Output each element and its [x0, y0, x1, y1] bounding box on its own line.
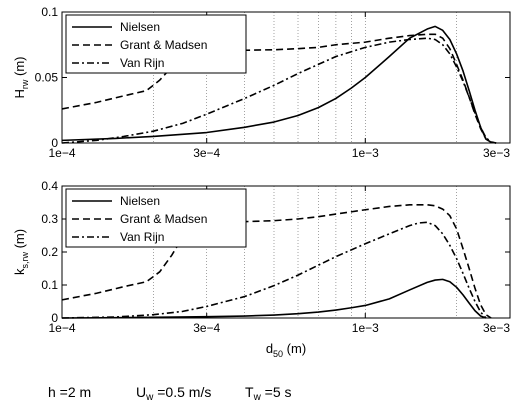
y-axis-label-top: Hrw (m): [12, 57, 30, 99]
x-tick-label-top: 1e−4: [48, 146, 75, 160]
y-tick-label-top: 0.05: [35, 71, 59, 85]
axis-ticks-top: [61, 11, 511, 144]
x-tick-label-bottom: 1e−4: [48, 321, 75, 335]
legend-bottom: Nielsen Grant & Madsen Van Rijn: [65, 188, 247, 248]
y-tick-label-bottom: 0.4: [41, 179, 58, 193]
tick-labels-top: 1e−4 3e−4 1e−3 3e−3 0 0.05 0.1: [35, 5, 511, 160]
param-depth: h =2 m: [48, 384, 92, 400]
legend-box-top: [65, 14, 247, 74]
x-tick-label-bottom: 3e−4: [193, 321, 220, 335]
x-tick-label-top: 3e−4: [193, 146, 220, 160]
x-axis-label: d50 (m): [266, 341, 306, 359]
y-axis-label-bottom: ks,rw (m): [12, 229, 30, 275]
series-lines-bottom: [61, 204, 492, 319]
legend-label-nielsen: Nielsen: [120, 20, 160, 34]
y-tick-label-bottom: 0.3: [41, 212, 58, 226]
series-line-nielsen: [61, 278, 487, 319]
y-tick-label-top: 0.1: [41, 5, 58, 19]
figure: 1e−4 3e−4 1e−3 3e−3 0 0.05 0.1 Hrw (m) Nielsen…: [12, 5, 511, 359]
legend-label-van-rijn: Van Rijn: [120, 56, 164, 70]
series-line-grant-madsen: [61, 204, 492, 319]
y-tick-label-bottom: 0: [51, 311, 58, 325]
param-orbital-velocity: Uw =0.5 m/s: [136, 384, 212, 403]
y-tick-label-bottom: 0.1: [41, 278, 58, 292]
param-wave-period: Tw =5 s: [245, 384, 292, 403]
y-tick-label-bottom: 0.2: [41, 245, 58, 259]
legend-label-grant-madsen: Grant & Madsen: [120, 38, 207, 52]
x-tick-label-top: 3e−3: [483, 146, 510, 160]
legend-label-grant-madsen: Grant & Madsen: [120, 212, 207, 226]
top-chart-panel: 1e−4 3e−4 1e−3 3e−3 0 0.05 0.1 Hrw (m) Nielsen…: [12, 5, 511, 160]
axis-ticks-bottom: [61, 185, 511, 319]
series-line-nielsen: [61, 25, 497, 144]
legend-label-van-rijn: Van Rijn: [120, 230, 164, 244]
x-tick-label-bottom: 3e−3: [483, 321, 510, 335]
tick-labels-bottom: 1e−4 3e−4 1e−3 3e−3 0 0.1 0.2 0.3 0.4: [41, 179, 510, 335]
series-line-van-rijn: [61, 221, 487, 319]
x-tick-label-top: 1e−3: [352, 146, 379, 160]
legend-box-bottom: [65, 188, 247, 248]
legend-top: Nielsen Grant & Madsen Van Rijn: [65, 14, 247, 74]
x-tick-label-bottom: 1e−3: [352, 321, 379, 335]
bottom-chart-panel: 1e−4 3e−4 1e−3 3e−300.10.20.30.4 ks,rw (m) …: [12, 179, 511, 359]
series-line-van-rijn: [61, 37, 497, 144]
y-tick-label-top: 0: [51, 136, 58, 150]
legend-label-nielsen: Nielsen: [120, 194, 160, 208]
